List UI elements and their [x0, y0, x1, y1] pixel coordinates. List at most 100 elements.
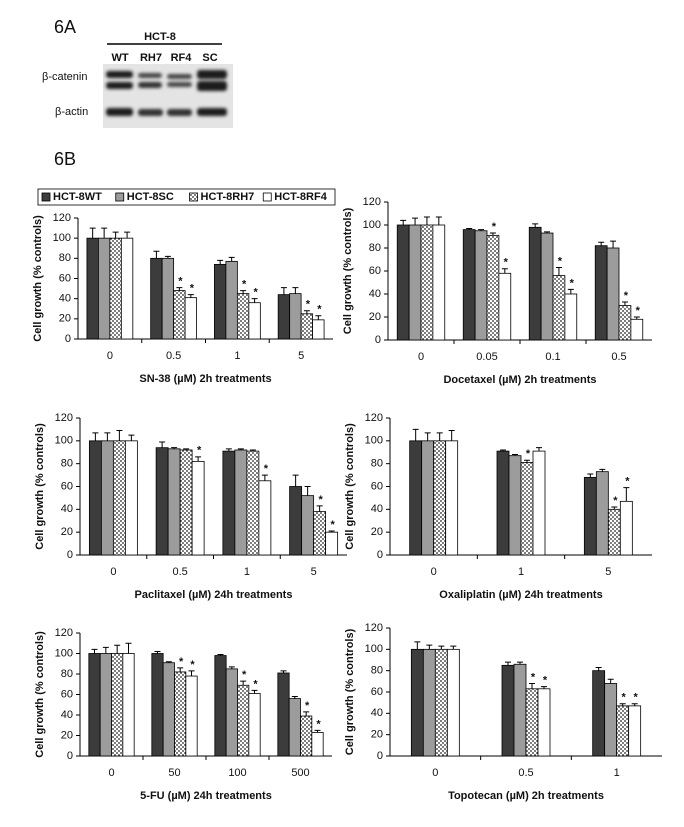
bar [604, 683, 618, 757]
error-bar [303, 711, 310, 717]
y-tick-label: 100 [53, 232, 71, 244]
y-tick-label: 60 [61, 480, 73, 492]
error-bar [489, 232, 496, 236]
x-axis-label: 5-FU (µM) 24h treatments [140, 790, 272, 802]
bar [248, 302, 261, 340]
error-bar [195, 456, 202, 462]
x-tick-label: 0.05 [476, 351, 497, 363]
y-tick-label: 120 [365, 622, 383, 634]
error-bar [251, 298, 258, 303]
error-bar [128, 434, 135, 441]
significance: * [330, 519, 335, 531]
bar [222, 450, 236, 556]
bar [185, 675, 198, 757]
bar [496, 450, 510, 556]
bar [552, 275, 566, 341]
error-bar [529, 682, 535, 689]
bar [486, 234, 500, 341]
x-tick-label: 0 [432, 767, 438, 779]
significance: * [253, 678, 258, 690]
bar [300, 313, 314, 340]
bar [410, 648, 424, 757]
error-bar [291, 696, 298, 699]
significance: * [613, 495, 618, 507]
error-bar [314, 729, 321, 733]
bar [409, 440, 423, 556]
bar [155, 447, 169, 556]
legend-swatch [189, 192, 198, 202]
significance: * [253, 287, 258, 299]
error-bar [316, 505, 323, 512]
error-bar [280, 670, 287, 673]
y-tick-label: 60 [59, 272, 71, 284]
cell-line: HCT-8 [144, 31, 176, 43]
error-bar [611, 506, 618, 510]
error-bar [448, 430, 455, 441]
y-tick-label: 20 [371, 526, 383, 538]
x-axis-label: SN-38 (µM) 2h treatments [139, 373, 271, 385]
bar [630, 318, 644, 341]
bar [111, 653, 124, 757]
bar [498, 272, 512, 341]
y-tick-label: 40 [61, 503, 73, 515]
y-tick-label: 60 [371, 480, 383, 492]
bar [606, 247, 620, 341]
significance: * [625, 476, 630, 488]
bar [540, 232, 554, 341]
error-bar [438, 645, 445, 650]
bar [289, 293, 302, 340]
x-axis-label: Topotecan (µM) 2h treatments [448, 790, 604, 802]
error-bar [280, 287, 287, 295]
error-bar [599, 468, 606, 472]
bar [301, 495, 315, 556]
x-tick-label: 1 [518, 566, 524, 578]
error-bar [610, 240, 617, 248]
bar [537, 688, 551, 757]
error-bar [116, 430, 123, 441]
bar [619, 500, 633, 556]
significance: * [317, 304, 322, 316]
bar [474, 230, 488, 341]
error-bar [567, 288, 574, 294]
bar [420, 224, 434, 341]
bar [288, 698, 301, 757]
y-tick-label: 20 [59, 313, 71, 325]
error-bar [505, 661, 511, 666]
error-bar [478, 229, 485, 231]
x-tick-label: 0.5 [611, 351, 626, 363]
bar [248, 693, 261, 757]
lane-label: SC [202, 52, 217, 64]
y-tick-label: 40 [371, 707, 383, 719]
y-tick-label: 40 [59, 293, 71, 305]
bar [433, 440, 447, 556]
significance: * [570, 277, 575, 289]
error-bar [237, 448, 244, 450]
x-tick-label: 0.5 [172, 566, 187, 578]
bar [214, 655, 227, 757]
y-tick-label: 120 [53, 212, 71, 224]
error-bar [414, 641, 421, 650]
bar [237, 684, 250, 757]
bar [258, 480, 272, 556]
error-bar [92, 432, 99, 441]
bar [289, 486, 303, 556]
significance: * [190, 659, 195, 671]
error-bar [187, 294, 194, 298]
y-tick-label: 120 [55, 412, 73, 424]
error-bar [466, 227, 473, 230]
legend-label: HCT-8RH7 [201, 191, 255, 203]
error-bar [228, 256, 235, 262]
error-bar [125, 642, 132, 654]
bar [167, 448, 181, 556]
significance: * [636, 305, 641, 317]
y-tick-label: 60 [61, 688, 73, 700]
error-bar [412, 217, 419, 225]
bar [594, 245, 608, 341]
error-bar [315, 315, 322, 320]
bar [112, 440, 126, 556]
bar [508, 455, 522, 556]
y-axis-label: Cell growth (% controls) [34, 423, 46, 550]
x-tick-label: 1 [614, 767, 620, 779]
bar [150, 257, 163, 340]
